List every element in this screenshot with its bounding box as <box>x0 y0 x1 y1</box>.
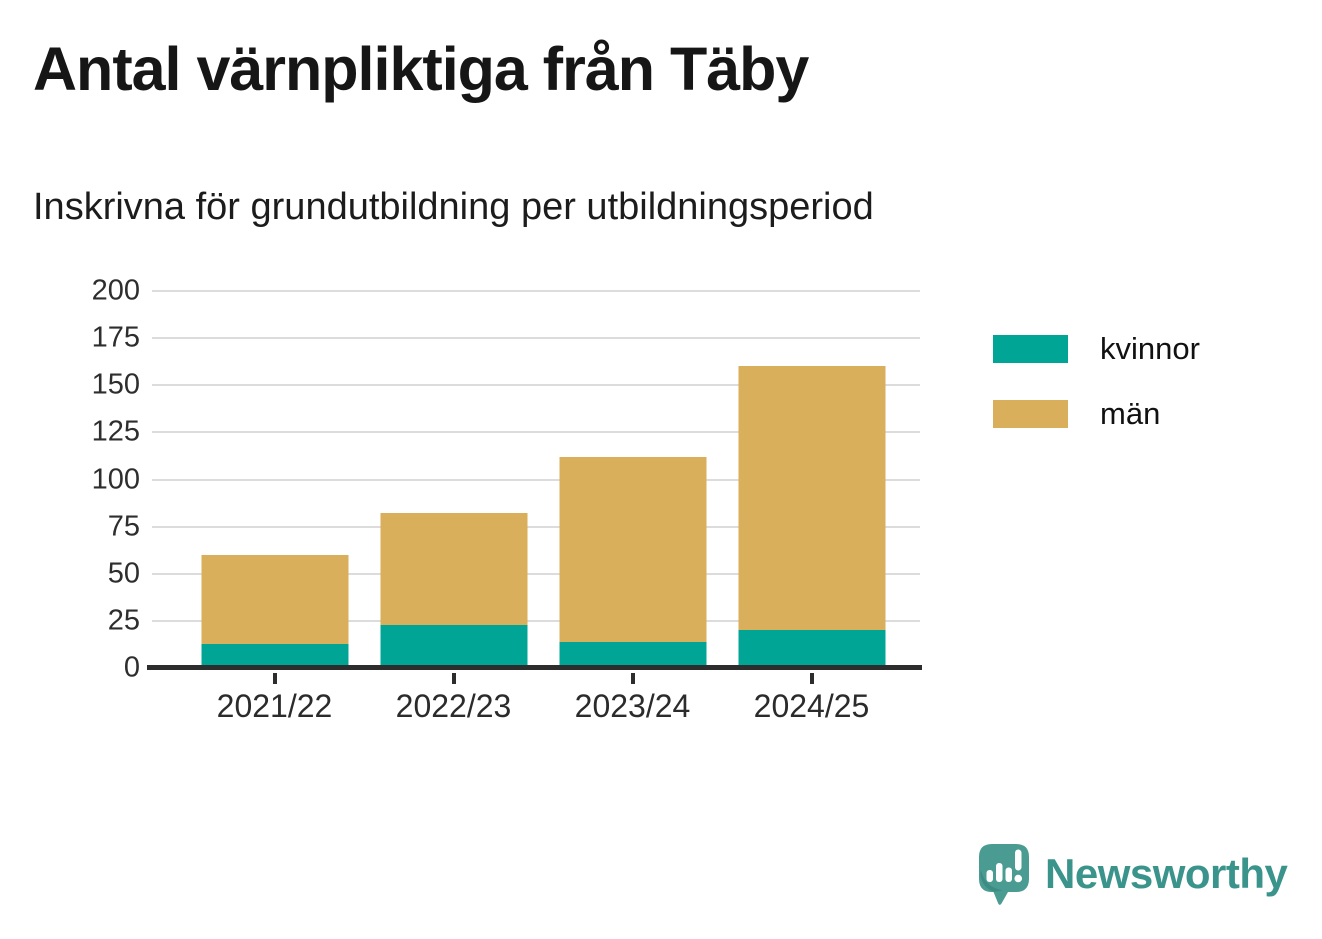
bar-segment-män <box>738 366 885 631</box>
gridline <box>152 337 920 340</box>
gridline <box>152 384 920 387</box>
stacked-bar <box>380 291 527 668</box>
x-tick-label: 2024/25 <box>753 688 870 724</box>
x-axis-tick-labels: 2021/22 2022/23 2023/24 2024/25 <box>152 688 972 725</box>
y-tick-label: 75 <box>107 510 140 543</box>
x-tick-mark <box>451 673 456 684</box>
x-axis-line <box>147 665 922 670</box>
gridline <box>152 290 920 292</box>
gridline <box>152 478 920 481</box>
bar-segment-kvinnor <box>380 624 527 668</box>
bar-segment-kvinnor <box>201 643 348 668</box>
plot-area <box>147 290 922 684</box>
bar-segment-kvinnor <box>559 641 706 668</box>
legend-item-män: män <box>993 396 1200 432</box>
x-tick-mark <box>272 673 277 684</box>
x-tick-label: 2021/22 <box>216 688 333 724</box>
y-tick-label: 175 <box>91 321 140 354</box>
y-tick-label: 50 <box>107 557 140 590</box>
legend-swatch <box>993 335 1068 363</box>
bar-group-2021/22 <box>185 291 364 684</box>
stacked-bar <box>201 291 348 668</box>
legend: kvinnor män <box>993 331 1200 461</box>
bars-container <box>152 291 920 684</box>
legend-label: män <box>1100 396 1161 431</box>
stacked-bar <box>559 291 706 668</box>
y-axis-tick-labels: 0 25 50 75 100 125 150 175 200 <box>0 275 140 684</box>
gridline <box>152 431 920 434</box>
x-tick-label: 2022/23 <box>395 688 512 724</box>
chart-title: Antal värnpliktiga från Täby <box>33 35 809 103</box>
y-tick-label: 100 <box>91 463 140 495</box>
y-tick-label: 25 <box>107 604 140 637</box>
x-tick-label: 2023/24 <box>574 688 691 724</box>
legend-item-kvinnor: kvinnor <box>993 331 1200 367</box>
y-tick-label: 125 <box>91 415 140 448</box>
bar-segment-män <box>201 554 348 644</box>
newsworthy-wordmark: Newsworthy <box>1045 850 1288 897</box>
stacked-bar <box>738 291 885 668</box>
y-tick-label: 0 <box>123 651 140 684</box>
y-tick-label: 150 <box>91 368 140 401</box>
x-tick-mark <box>809 673 814 684</box>
x-tick-mark <box>630 673 635 684</box>
bar-group-2022/23 <box>364 291 543 684</box>
chart-subtitle: Inskrivna för grundutbildning per utbild… <box>33 186 874 228</box>
bar-group-2024/25 <box>722 291 901 684</box>
bar-group-2023/24 <box>543 291 722 684</box>
newsworthy-brand: Newsworthy <box>978 843 1288 907</box>
bar-segment-män <box>380 513 527 625</box>
gridline <box>152 572 920 575</box>
bar-segment-kvinnor <box>738 630 885 668</box>
gridline <box>152 619 920 622</box>
bar-segment-män <box>559 456 706 642</box>
gridline <box>152 525 920 528</box>
y-tick-label: 200 <box>91 274 140 307</box>
legend-swatch <box>993 400 1068 428</box>
newsworthy-logo-icon <box>979 844 1029 905</box>
legend-label: kvinnor <box>1100 331 1200 366</box>
